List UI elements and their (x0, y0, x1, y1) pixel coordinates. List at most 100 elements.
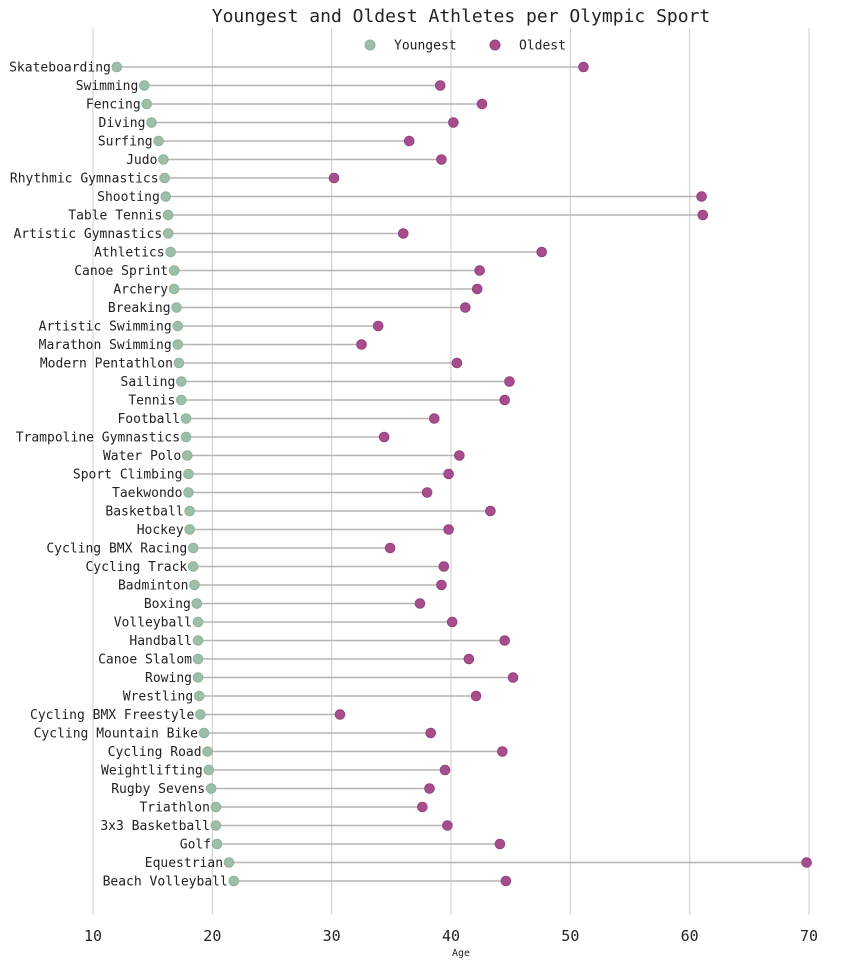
category-label-archery: Archery (113, 283, 168, 298)
point-oldest-canoe-sprint (474, 265, 485, 276)
point-oldest-artistic-gymnastics (397, 228, 409, 239)
point-youngest-athletics (165, 246, 176, 258)
point-oldest-handball (499, 635, 511, 646)
point-oldest-swimming (434, 80, 446, 91)
legend-oldest-marker (489, 39, 501, 51)
category-label-basketball: Basketball (105, 505, 183, 520)
point-youngest-wrestling (193, 690, 205, 702)
point-youngest-diving (146, 117, 157, 128)
point-youngest-taekwondo (183, 487, 194, 498)
point-oldest-equestrian (801, 857, 812, 868)
category-label-shooting: Shooting (97, 190, 160, 205)
point-oldest-wrestling (470, 690, 482, 702)
category-label-athletics: Athletics (94, 246, 164, 261)
category-label-rowing: Rowing (145, 671, 192, 686)
point-youngest-surfing (153, 135, 164, 147)
category-label-hockey: Hockey (137, 523, 184, 538)
x-tick-label-40: 40 (442, 927, 460, 945)
point-oldest-shooting (696, 191, 707, 202)
point-oldest-basketball (485, 505, 496, 517)
point-youngest-judo (158, 154, 169, 165)
point-youngest-swimming (139, 80, 150, 91)
point-oldest-cycling-track (438, 561, 450, 572)
point-oldest-sailing (504, 376, 515, 387)
point-oldest-skateboarding (578, 61, 589, 73)
connector-layer (116, 66, 807, 882)
point-youngest-rugby-sevens (205, 783, 217, 794)
category-label-handball: Handball (129, 634, 192, 649)
point-youngest-cycling-bmx-racing (187, 542, 199, 554)
point-youngest-3x3-basketball (210, 820, 222, 831)
point-oldest-judo (436, 154, 447, 165)
category-label-judo: Judo (126, 153, 157, 168)
point-oldest-badminton (436, 579, 447, 591)
point-youngest-tennis (176, 394, 187, 406)
point-youngest-hockey (184, 524, 195, 535)
category-label-taekwondo: Taekwondo (112, 486, 182, 501)
point-youngest-canoe-slalom (192, 653, 204, 665)
category-label-canoe-sprint: Canoe Sprint (74, 264, 168, 279)
legend-youngest-marker (364, 39, 376, 51)
category-label-3x3-basketball: 3x3 Basketball (100, 819, 210, 834)
point-oldest-tennis (499, 394, 511, 406)
point-oldest-hockey (443, 524, 454, 535)
point-oldest-taekwondo (421, 487, 433, 498)
point-youngest-skateboarding (111, 61, 123, 73)
point-youngest-water-polo (181, 450, 193, 461)
point-oldest-cycling-mountain-bike (425, 727, 437, 739)
point-youngest-fencing (141, 98, 152, 110)
point-youngest-cycling-bmx-freestyle (195, 709, 206, 720)
category-label-cycling-track: Cycling Track (85, 560, 187, 575)
youngest-points (111, 61, 240, 887)
category-label-diving: Diving (99, 116, 146, 131)
point-oldest-cycling-bmx-racing (384, 542, 396, 554)
category-label-cycling-bmx-freestyle: Cycling BMX Freestyle (30, 708, 195, 723)
point-oldest-marathon-swimming (356, 339, 367, 350)
point-youngest-beach-volleyball (228, 875, 240, 887)
point-oldest-modern-pentathlon (451, 357, 463, 369)
category-label-canoe-slalom: Canoe Slalom (98, 653, 192, 668)
legend: Youngest Oldest (364, 39, 566, 54)
category-label-swimming: Swimming (76, 79, 139, 94)
point-oldest-sport-climbing (443, 468, 454, 480)
oldest-points (328, 61, 812, 887)
point-oldest-surfing (403, 135, 415, 147)
point-youngest-artistic-gymnastics (162, 228, 174, 239)
point-oldest-cycling-road (497, 746, 508, 757)
category-label-equestrian: Equestrian (145, 856, 223, 871)
chart-title: Youngest and Oldest Athletes per Olympic… (212, 6, 711, 27)
point-youngest-football (180, 413, 192, 424)
point-youngest-weightlifting (203, 764, 215, 776)
x-axis-label: Age (452, 948, 470, 959)
point-oldest-cycling-bmx-freestyle (334, 709, 346, 720)
point-oldest-archery (471, 283, 483, 295)
point-youngest-sailing (176, 376, 187, 387)
point-youngest-cycling-road (202, 746, 213, 757)
category-label-football: Football (117, 412, 180, 427)
category-label-table-tennis: Table Tennis (68, 209, 162, 224)
point-oldest-diving (448, 117, 459, 128)
category-label-rhythmic-gymnastics: Rhythmic Gymnastics (10, 172, 159, 187)
point-youngest-artistic-swimming (172, 320, 184, 332)
point-oldest-rhythmic-gymnastics (328, 172, 340, 184)
point-oldest-golf (494, 838, 506, 850)
x-tick-label-60: 60 (681, 927, 699, 945)
point-youngest-handball (192, 635, 204, 646)
point-youngest-shooting (160, 191, 172, 202)
point-oldest-weightlifting (439, 764, 451, 776)
category-label-breaking: Breaking (108, 301, 171, 316)
point-youngest-marathon-swimming (172, 339, 184, 350)
point-oldest-breaking (460, 302, 471, 313)
point-oldest-trampoline-gymnastics (378, 431, 390, 443)
category-label-fencing: Fencing (86, 98, 141, 113)
category-labels: Skateboarding Swimming Fencing Diving Surfin… (9, 61, 228, 890)
category-label-volleyball: Volleyball (114, 616, 192, 631)
point-youngest-rowing (192, 672, 204, 683)
x-tick-label-30: 30 (323, 927, 341, 945)
category-label-sailing: Sailing (121, 375, 176, 390)
x-tick-label-10: 10 (84, 927, 102, 945)
category-label-rugby-sevens: Rugby Sevens (111, 782, 205, 797)
point-oldest-fencing (476, 98, 488, 110)
point-youngest-boxing (191, 598, 203, 609)
